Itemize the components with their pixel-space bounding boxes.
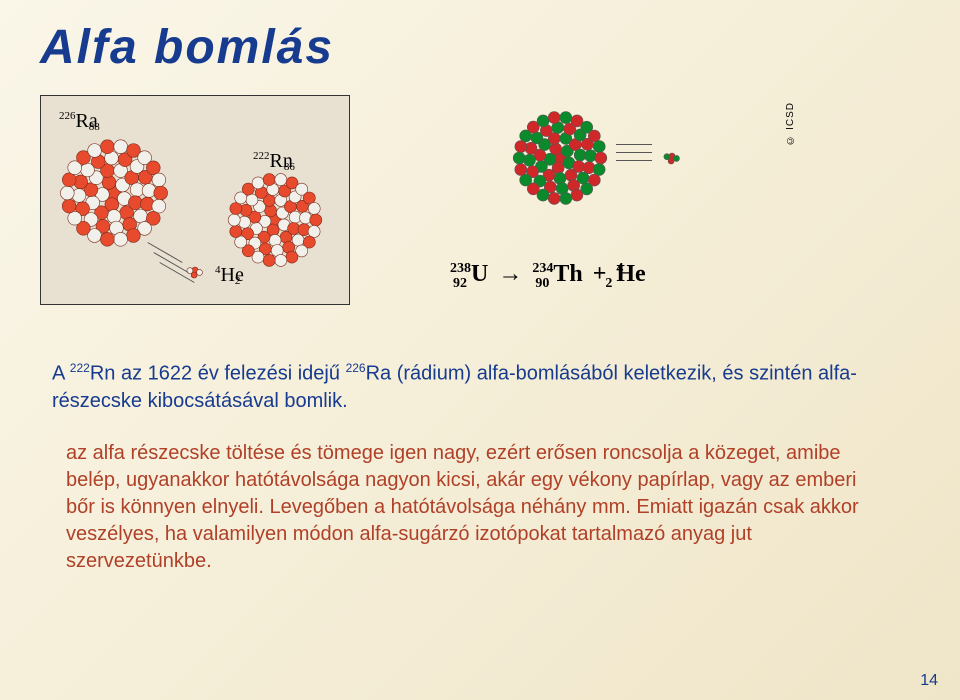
ra-nucleus: [57, 136, 171, 250]
motion-line: [616, 144, 652, 145]
eq-th-mass: 234: [532, 261, 553, 276]
he-mass-l: 4: [215, 264, 221, 276]
p1-iso1-sym: Rn: [90, 363, 116, 385]
he-sym-l: He: [221, 264, 244, 286]
he-label-left: 4He 2: [215, 264, 254, 287]
p1-pre: A: [52, 363, 70, 385]
u-nucleus: [510, 108, 610, 208]
eq-he-sym: He: [616, 261, 645, 287]
diagram-row: 226Ra 88 222Rn 86 4He 2 © ICSD: [40, 95, 800, 305]
eq-u-sym: U: [471, 261, 488, 287]
eq-arrow: →: [498, 261, 522, 287]
p1-iso2-mass: 226: [346, 361, 366, 375]
motion-line: [616, 152, 652, 153]
rn-label: 222Rn 86: [253, 150, 309, 173]
ra-label: 226Ra 88: [59, 110, 114, 133]
p1-mid1: az 1622 év felezési idejű: [115, 363, 345, 385]
eq-u-mass: 238: [450, 261, 471, 276]
p1-iso2-sym: Ra: [366, 363, 392, 385]
paragraph-1: A 222Rn az 1622 év felezési idejű 226Ra …: [52, 360, 872, 415]
paragraph-2: az alfa részecske töltése és tömege igen…: [66, 440, 874, 575]
rn-atom: 86: [284, 161, 295, 173]
p1-iso1-mass: 222: [70, 361, 90, 375]
rn-nucleus: [225, 170, 325, 270]
diagram-left: 226Ra 88 222Rn 86 4He 2: [40, 95, 350, 305]
icsd-credit: © ICSD: [785, 102, 796, 146]
slide-title: Alfa bomlás: [40, 20, 334, 75]
page-number: 14: [920, 672, 938, 690]
eq-he-atom: 2: [605, 276, 612, 291]
decay-equation: 23892U → 23490Th + 42He: [450, 261, 646, 292]
ra-mass: 226: [59, 110, 76, 122]
he-nucleus-right: [660, 144, 684, 168]
eq-th-atom: 90: [535, 276, 549, 291]
eq-u-atom: 92: [453, 276, 467, 291]
motion-line: [616, 160, 652, 161]
rn-mass: 222: [253, 150, 270, 162]
eq-th-sym: Th: [553, 261, 582, 287]
diagram-right: © ICSD 23892U → 23490Th + 42He: [380, 100, 800, 300]
he-atom-l: 2: [235, 275, 241, 287]
ra-atom: 88: [89, 121, 100, 133]
